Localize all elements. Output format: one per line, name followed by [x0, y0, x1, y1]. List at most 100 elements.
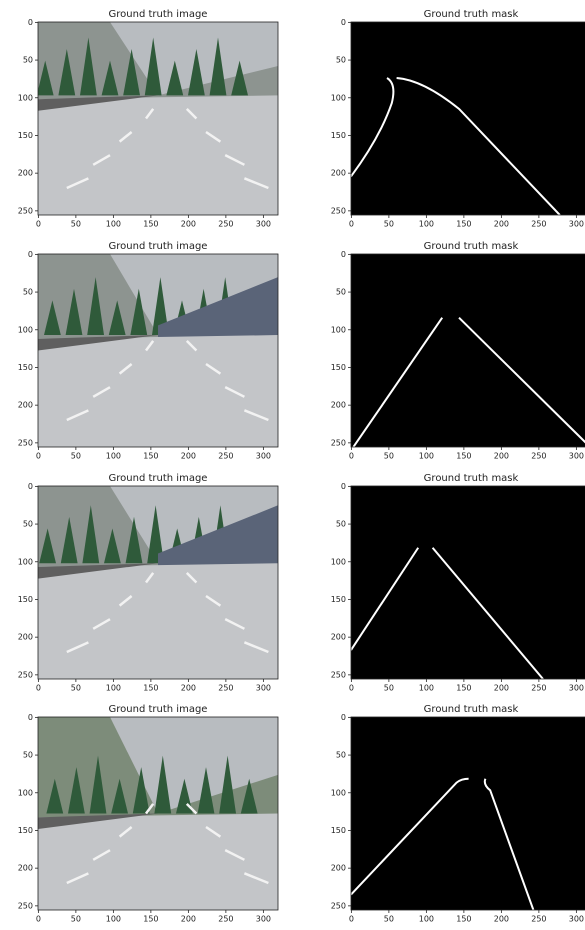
y-tick-label: 250 — [18, 438, 33, 447]
x-tick-label: 0 — [36, 684, 41, 693]
y-tick-label: 100 — [331, 93, 346, 102]
x-tick-label: 300 — [256, 684, 271, 693]
lane-mark — [92, 154, 111, 166]
x-tick-label: 50 — [71, 452, 81, 461]
lane-mark — [205, 825, 222, 838]
x-tick-label: 200 — [494, 220, 509, 229]
road — [38, 813, 278, 910]
x-tick-label: 250 — [531, 220, 546, 229]
y-tick-label: 200 — [18, 864, 33, 873]
mask-background — [351, 254, 585, 447]
x-tick-label: 200 — [181, 684, 196, 693]
x-tick-label: 0 — [349, 220, 354, 229]
road-edge — [38, 95, 158, 111]
y-tick-label: 150 — [331, 595, 346, 604]
x-tick-label: 150 — [143, 915, 158, 924]
lane-mark — [144, 340, 155, 352]
tree — [240, 778, 258, 814]
x-tick-label: 150 — [143, 684, 158, 693]
subplot: Ground truth image 0 50 100 150 200 250 300 0 50 1… — [18, 9, 279, 229]
y-tick-label: 0 — [341, 250, 346, 259]
mask-background — [351, 717, 585, 910]
y-tick-label: 100 — [18, 325, 33, 334]
lane-mark — [224, 386, 245, 398]
x-tick-label: 150 — [143, 220, 158, 229]
y-tick-label: 50 — [336, 56, 346, 65]
tree — [130, 288, 148, 336]
subplot-title: Ground truth mask — [424, 241, 519, 252]
x-tick-label: 150 — [456, 915, 471, 924]
y-tick-label: 100 — [331, 325, 346, 334]
road — [38, 335, 278, 447]
x-tick-label: 200 — [494, 452, 509, 461]
lane-mark — [118, 131, 133, 143]
x-tick-label: 50 — [71, 220, 81, 229]
x-tick-label: 150 — [456, 452, 471, 461]
tree — [80, 37, 97, 96]
x-tick-label: 250 — [531, 452, 546, 461]
tree — [144, 37, 162, 96]
subplot: Ground truth mask 0 50 100 150 200 250 300 0 50 10… — [331, 241, 585, 461]
tree — [104, 528, 121, 564]
x-tick-label: 250 — [218, 452, 233, 461]
y-tick-label: 150 — [18, 363, 33, 372]
y-tick-label: 0 — [28, 482, 33, 491]
tree — [82, 505, 100, 564]
road-edge — [38, 813, 158, 829]
tree — [89, 755, 107, 814]
x-tick-label: 200 — [494, 684, 509, 693]
lane-line — [351, 777, 469, 896]
y-tick-label: 100 — [18, 557, 33, 566]
y-tick-label: 50 — [23, 520, 33, 529]
subplot: Ground truth mask 0 50 100 150 200 250 300 0 50 10… — [331, 704, 585, 924]
tree — [46, 778, 64, 814]
subplot-title: Ground truth image — [109, 241, 208, 252]
lane-mark — [243, 872, 269, 885]
subplot: Ground truth mask 0 50 100 150 200 250 300 0 50 10… — [331, 473, 585, 693]
y-tick-label: 50 — [23, 751, 33, 760]
y-tick-label: 50 — [336, 288, 346, 297]
tree — [38, 60, 54, 96]
mountain — [110, 717, 278, 814]
x-tick-label: 250 — [218, 220, 233, 229]
tree — [209, 37, 227, 96]
x-tick-label: 300 — [256, 452, 271, 461]
y-tick-label: 250 — [18, 901, 33, 910]
y-tick-label: 200 — [18, 633, 33, 642]
axes-frame — [37, 21, 279, 216]
lane-mark — [185, 107, 198, 120]
lane-mark — [66, 409, 89, 422]
x-tick-label: 300 — [569, 220, 584, 229]
x-tick-label: 100 — [106, 915, 121, 924]
lane-mark — [243, 409, 269, 422]
tree — [219, 755, 236, 814]
axes-frame — [37, 485, 279, 680]
x-tick-label: 50 — [384, 220, 394, 229]
y-tick-label: 0 — [28, 250, 33, 259]
x-tick-label: 300 — [569, 915, 584, 924]
tree — [132, 767, 150, 814]
x-tick-label: 300 — [256, 220, 271, 229]
x-tick-label: 300 — [569, 452, 584, 461]
x-tick-label: 250 — [531, 684, 546, 693]
x-tick-label: 100 — [419, 452, 434, 461]
subplot: Ground truth image 0 50 100 150 200 250 300 0 50 1… — [18, 704, 279, 924]
y-tick-label: 100 — [331, 788, 346, 797]
x-tick-label: 100 — [419, 220, 434, 229]
axes-frame — [350, 716, 585, 911]
subplot-title: Ground truth mask — [424, 704, 519, 715]
subplot-title: Ground truth image — [109, 473, 208, 484]
y-tick-label: 0 — [341, 18, 346, 27]
tree — [108, 300, 126, 336]
x-tick-label: 300 — [569, 684, 584, 693]
image — [351, 717, 585, 910]
lane-line — [351, 547, 420, 651]
lane-mark — [66, 641, 89, 654]
tree — [123, 49, 140, 96]
image — [351, 22, 585, 215]
x-tick-label: 250 — [218, 684, 233, 693]
lane-mark — [185, 339, 198, 352]
tree — [231, 60, 248, 96]
subplot-title: Ground truth image — [109, 704, 208, 715]
subplot: Ground truth mask 0 50 100 150 200 250 300 0 50 10… — [331, 9, 585, 229]
